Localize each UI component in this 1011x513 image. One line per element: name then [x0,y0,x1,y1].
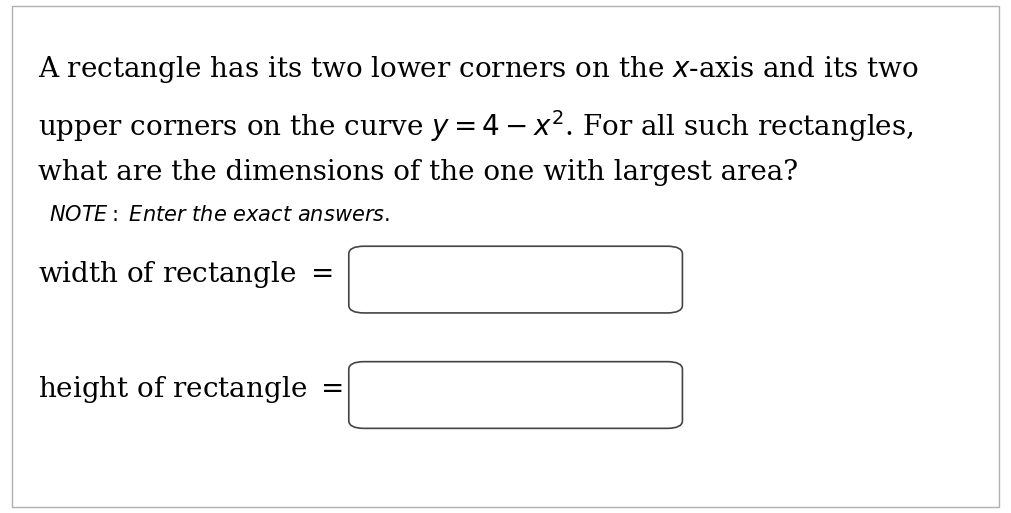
Text: A rectangle has its two lower corners on the $x$-axis and its two: A rectangle has its two lower corners on… [38,54,919,85]
Text: upper corners on the curve $y = 4 - x^2$. For all such rectangles,: upper corners on the curve $y = 4 - x^2$… [38,108,914,144]
Text: width of rectangle $=$: width of rectangle $=$ [38,259,333,290]
Text: height of rectangle $=$: height of rectangle $=$ [38,374,344,405]
FancyBboxPatch shape [349,246,682,313]
FancyBboxPatch shape [349,362,682,428]
Text: $\it{NOTE:\ Enter\ the\ exact\ answers.}$: $\it{NOTE:\ Enter\ the\ exact\ answers.}… [49,205,389,225]
FancyBboxPatch shape [12,6,999,507]
Text: what are the dimensions of the one with largest area?: what are the dimensions of the one with … [38,159,799,186]
